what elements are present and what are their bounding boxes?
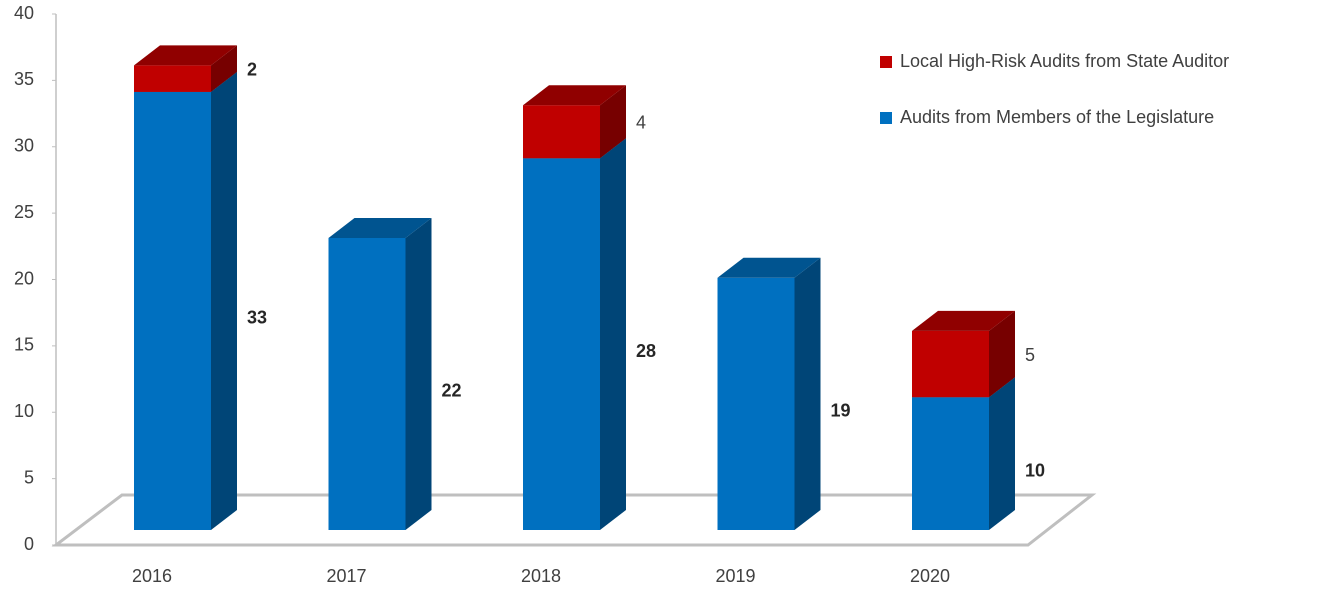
- value-label: 4: [636, 113, 646, 133]
- x-tick-label: 2016: [132, 566, 172, 586]
- value-label: 22: [442, 381, 462, 401]
- bar: [523, 85, 626, 159]
- value-label: 5: [1025, 345, 1035, 365]
- y-tick-label: 0: [24, 534, 34, 554]
- y-tick-label: 15: [14, 335, 34, 355]
- bar-front: [717, 277, 795, 530]
- x-tick-label: 2017: [326, 566, 366, 586]
- bar-front: [134, 65, 211, 92]
- bar: [134, 71, 237, 531]
- y-tick-label: 35: [14, 69, 34, 89]
- bar-front: [328, 237, 406, 530]
- bar-side: [989, 377, 1015, 530]
- bar-front: [912, 397, 989, 530]
- bar-side: [600, 138, 626, 531]
- y-tick-label: 10: [14, 401, 34, 421]
- bar-top: [134, 45, 237, 66]
- legend-swatch: [880, 56, 892, 68]
- value-label: 28: [636, 341, 656, 361]
- value-label: 2: [247, 59, 257, 79]
- bar-front: [134, 91, 211, 531]
- bar: [328, 217, 432, 530]
- y-tick-label: 25: [14, 202, 34, 222]
- bar: [134, 45, 237, 92]
- bar-side: [989, 310, 1015, 398]
- bar-front: [523, 105, 600, 159]
- legend-label: Local High-Risk Audits from State Audito…: [900, 51, 1229, 71]
- bar-front: [523, 158, 600, 531]
- value-label: 19: [831, 401, 851, 421]
- bar-side: [794, 257, 821, 530]
- legend-label: Audits from Members of the Legislature: [900, 107, 1214, 127]
- bar: [912, 310, 1015, 398]
- floor: [51, 493, 1097, 547]
- y-tick-label: 40: [14, 3, 34, 23]
- y-tick-label: 5: [24, 467, 34, 487]
- x-tick-label: 2019: [715, 566, 755, 586]
- bar: [523, 138, 626, 531]
- bar-side: [600, 85, 626, 159]
- bar-top: [523, 85, 626, 106]
- bar: [717, 257, 821, 530]
- y-tick-label: 20: [14, 268, 34, 288]
- x-tick-label: 2018: [521, 566, 561, 586]
- x-tick-label: 2020: [910, 566, 950, 586]
- value-label: 33: [247, 308, 267, 328]
- bar-top: [912, 310, 1015, 331]
- bar-top: [328, 217, 432, 238]
- bar-side: [211, 45, 237, 92]
- value-label: 10: [1025, 460, 1045, 480]
- y-tick-label: 30: [14, 136, 34, 156]
- bar: [912, 377, 1015, 530]
- bar-side: [211, 71, 237, 531]
- bar-top: [717, 257, 821, 278]
- bar-front: [912, 330, 989, 398]
- bar-side: [405, 217, 432, 530]
- legend-swatch: [880, 112, 892, 124]
